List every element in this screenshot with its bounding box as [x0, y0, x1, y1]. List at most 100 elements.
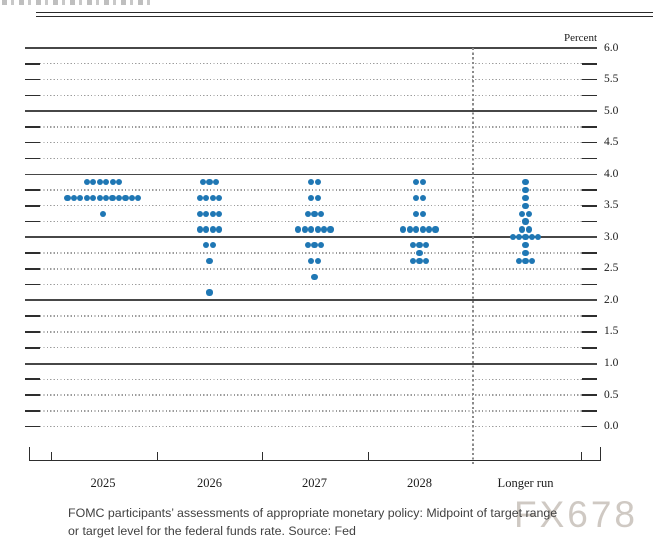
projection-dot: [216, 226, 223, 233]
dot-row-2025-3.875: [83, 178, 123, 186]
projection-dot: [525, 210, 532, 217]
y-tick-right: [582, 268, 597, 270]
projection-dot: [413, 194, 420, 201]
projection-dot: [308, 257, 315, 265]
gridline-2.25: [40, 283, 582, 286]
caption-line-2: or target level for the federal funds ra…: [68, 523, 356, 538]
projection-dot: [409, 242, 417, 249]
projection-dot: [209, 226, 216, 233]
projection-dot: [199, 178, 207, 186]
projection-dot: [70, 194, 78, 201]
projection-dot: [83, 178, 90, 186]
projection-dot: [416, 249, 423, 257]
y-tick-left: [25, 189, 40, 191]
dot-row-longer-run-3: [509, 234, 542, 241]
y-axis-label: 5.5: [604, 73, 619, 86]
gridline-2.75: [40, 252, 582, 254]
dot-row-longer-run-2.75: [522, 249, 529, 257]
projection-dot: [311, 242, 318, 249]
y-tick-right: [582, 410, 597, 412]
projection-dot: [522, 257, 529, 265]
x-axis-line: [29, 459, 601, 461]
y-tick-left: [25, 78, 40, 81]
y-tick-right: [582, 204, 597, 207]
projection-dot: [432, 226, 439, 233]
projection-dot: [295, 226, 302, 233]
dot-row-longer-run-2.875: [522, 242, 529, 249]
projection-dot: [128, 194, 135, 201]
projection-dot: [206, 178, 213, 186]
dot-row-2028-3.125: [400, 226, 439, 233]
projection-dot: [522, 194, 529, 201]
dot-row-longer-run-3.875: [522, 178, 529, 186]
projection-dot: [522, 249, 529, 257]
y-axis-label: 1.5: [604, 325, 619, 338]
projection-dot: [528, 234, 535, 241]
y-tick-left: [25, 425, 40, 428]
projection-dot: [422, 257, 429, 265]
y-tick-right: [582, 189, 597, 191]
y-axis-label: 1.0: [604, 357, 619, 369]
projection-dot: [327, 226, 334, 233]
projection-dot: [196, 226, 203, 233]
dot-row-2028-2.75: [416, 249, 423, 257]
projection-dot: [96, 178, 103, 186]
y-axis-label: 0.5: [604, 388, 619, 401]
dot-row-2027-3.625: [308, 194, 321, 201]
projection-dot: [209, 210, 216, 217]
y-tick-left: [25, 394, 40, 396]
gridline-4.75: [40, 126, 582, 128]
y-tick-left: [25, 204, 40, 207]
gridline-4.50: [40, 141, 582, 144]
projection-dot: [203, 242, 210, 249]
dot-row-2027-2.875: [304, 242, 324, 249]
projection-dot: [409, 257, 417, 265]
y-tick-right: [582, 425, 597, 428]
caption-line-1: FOMC participants’ assessments of approp…: [68, 506, 558, 520]
projection-dot: [311, 210, 318, 217]
x-axis-tick: [157, 452, 159, 460]
y-tick-right: [582, 220, 597, 223]
gridline-4.25: [40, 157, 582, 160]
dot-row-2027-2.625: [308, 257, 321, 265]
y-tick-right: [582, 394, 597, 396]
gridline-5.50: [40, 78, 582, 81]
gridline-2.50: [40, 268, 582, 270]
projection-dot: [308, 226, 315, 233]
projection-dot: [522, 202, 529, 209]
y-tick-right: [582, 94, 597, 97]
dot-row-2027-3.375: [304, 210, 324, 217]
projection-dot: [115, 194, 123, 201]
gridline-3.00: [25, 236, 597, 239]
y-axis-label: 0.0: [604, 420, 619, 433]
projection-dot: [525, 226, 532, 233]
gridline-5.00: [25, 110, 597, 113]
projection-dot: [83, 194, 90, 201]
dot-plot-chart: Percent 6.0 5.5 5.0 4.5 4.0 3.5 3.0 2.5 2.0 1.5 1.…: [25, 32, 619, 490]
gridline-1.00: [25, 362, 597, 365]
y-tick-left: [25, 62, 40, 65]
projection-dot: [216, 210, 223, 217]
y-tick-left: [25, 268, 40, 270]
projection-dot: [522, 242, 529, 249]
projection-dot: [522, 186, 529, 194]
y-axis-label: 2.5: [604, 262, 619, 275]
projection-dot: [90, 194, 97, 201]
y-tick-left: [25, 141, 40, 144]
projection-dot: [203, 210, 210, 217]
dot-row-2027-2.375: [311, 273, 318, 280]
header-double-rule: [36, 12, 653, 17]
gridline-5.25: [40, 94, 582, 97]
y-tick-right: [582, 157, 597, 160]
dot-row-2026-3.875: [199, 178, 219, 186]
y-tick-left: [25, 378, 40, 381]
gridline-3.25: [40, 220, 582, 223]
projection-dot: [522, 234, 529, 241]
projection-dot: [196, 194, 203, 201]
projection-dot: [103, 178, 110, 186]
projection-dot: [304, 242, 312, 249]
chart-caption: FOMC participants’ assessments of approp…: [68, 505, 608, 540]
projection-dot: [422, 242, 429, 249]
y-tick-left: [25, 331, 40, 333]
projection-dot: [109, 178, 116, 186]
